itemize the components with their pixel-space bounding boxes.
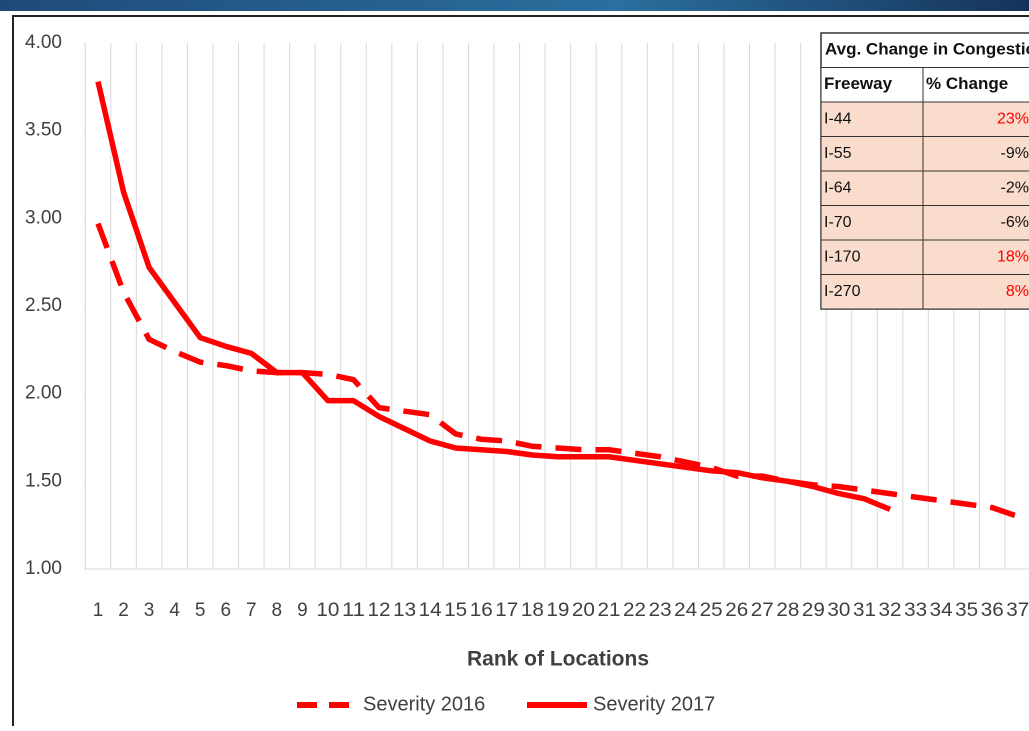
x-tick-label: 13	[393, 600, 416, 621]
table-cell	[922, 205, 1029, 241]
x-tick-label: 18	[521, 600, 544, 621]
table-cell	[820, 239, 924, 275]
table-cell-text: I-170	[824, 248, 861, 265]
series-line	[95, 222, 1019, 520]
x-tick-label: 9	[297, 600, 308, 621]
table-cell-text: -6%	[1001, 214, 1029, 231]
y-tick-label: 3.50	[25, 120, 62, 141]
x-tick-label: 6	[220, 600, 231, 621]
x-tick-label: 33	[904, 600, 927, 621]
table-title: Avg. Change in Congestion	[825, 40, 1029, 59]
table-header: % Change	[926, 74, 1008, 93]
x-tick-label: 1	[93, 600, 104, 621]
x-tick-label: 12	[368, 600, 391, 621]
y-tick-label: 1.50	[25, 470, 62, 491]
y-tick-label: 1.00	[25, 558, 62, 579]
table-cell	[820, 136, 924, 172]
x-tick-label: 19	[546, 600, 569, 621]
table-header-cell	[820, 67, 924, 103]
table-cell-text: -2%	[1001, 179, 1029, 196]
x-tick-label: 11	[342, 600, 365, 621]
x-axis-label: Rank of Locations	[467, 648, 649, 671]
x-tick-label: 4	[169, 600, 180, 621]
table-header-cell	[922, 67, 1029, 103]
x-tick-label: 28	[776, 600, 799, 621]
x-tick-label: 31	[853, 600, 876, 621]
table-cell-text: 8%	[1006, 283, 1029, 300]
x-tick-label: 20	[572, 600, 595, 621]
x-tick-label: 24	[674, 600, 697, 621]
table-cell-text: I-55	[824, 145, 852, 162]
table-cell-text: I-64	[824, 179, 852, 196]
top-bar	[0, 0, 1029, 11]
table-cell-text: I-44	[824, 110, 852, 127]
table-cell	[922, 274, 1029, 310]
y-tick-label: 2.00	[25, 383, 62, 404]
x-tick-label: 7	[246, 600, 257, 621]
legend-label: Severity 2016	[363, 693, 485, 715]
x-tick-label: 27	[751, 600, 774, 621]
table-cell-text: 23%	[997, 110, 1029, 127]
table-cell	[922, 136, 1029, 172]
table-cell	[820, 274, 924, 310]
x-tick-label: 29	[802, 600, 825, 621]
x-tick-label: 22	[623, 600, 646, 621]
x-tick-label: 2	[118, 600, 129, 621]
x-tick-label: 16	[470, 600, 493, 621]
x-tick-label: 3	[144, 600, 155, 621]
table-cell-text: 18%	[997, 248, 1029, 265]
table-cell-text: I-270	[824, 283, 861, 300]
legend-label: Severity 2017	[593, 693, 715, 715]
x-tick-label: 26	[725, 600, 748, 621]
x-tick-label: 32	[879, 600, 902, 621]
x-tick-label: 30	[827, 600, 850, 621]
table-cell	[922, 239, 1029, 275]
table-cell-text: I-70	[824, 214, 852, 231]
series-line	[95, 80, 892, 512]
x-tick-label: 8	[272, 600, 283, 621]
table-cell	[820, 205, 924, 241]
x-tick-label: 10	[316, 600, 339, 621]
table-cell	[922, 101, 1029, 137]
x-tick-label: 5	[195, 600, 206, 621]
x-tick-label: 17	[495, 600, 518, 621]
x-tick-label: 34	[930, 600, 953, 621]
y-tick-label: 2.50	[25, 295, 62, 316]
x-tick-label: 15	[444, 600, 467, 621]
x-tick-label: 36	[981, 600, 1004, 621]
x-tick-label: 21	[598, 600, 621, 621]
x-tick-label: 14	[419, 600, 442, 621]
table-header: Freeway	[824, 74, 893, 93]
x-tick-label: 25	[700, 600, 723, 621]
x-tick-label: 35	[955, 600, 978, 621]
x-tick-label: 37	[1006, 600, 1029, 621]
y-tick-label: 4.00	[25, 32, 62, 53]
x-tick-label: 23	[649, 600, 672, 621]
table-cell-text: -9%	[1001, 145, 1029, 162]
y-tick-label: 3.00	[25, 207, 62, 228]
